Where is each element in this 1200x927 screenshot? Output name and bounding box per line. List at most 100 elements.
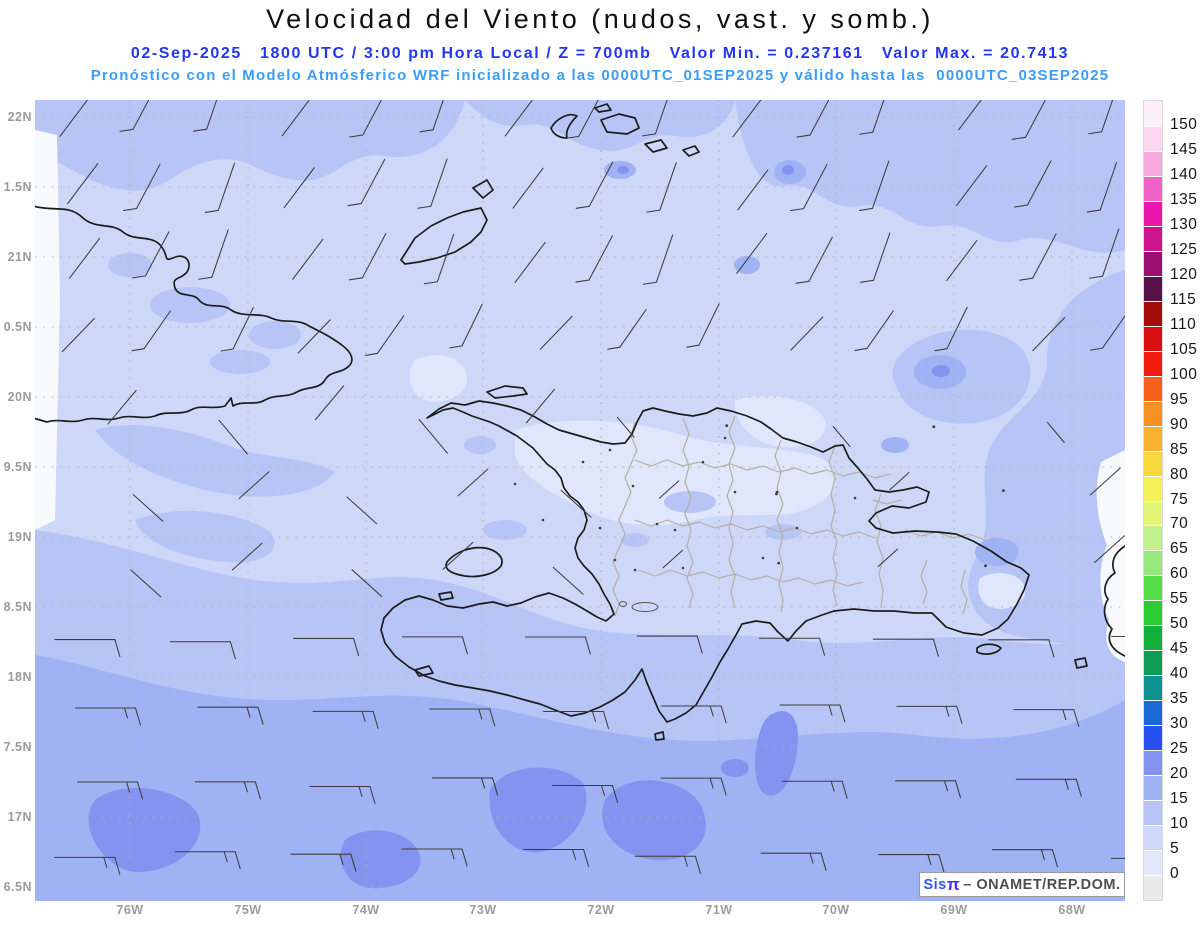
wind-barb [954, 780, 962, 799]
calm-dot [633, 568, 637, 572]
calm-dot [673, 528, 677, 532]
lat-label: 9.5N [3, 460, 32, 474]
province-border [726, 415, 736, 609]
colorbar-segment [1144, 200, 1162, 226]
watermark-onamet: – ONAMET/REP.DOM. [963, 876, 1121, 893]
wind-barb [539, 315, 573, 350]
calm-dot [608, 448, 612, 452]
wind-barb [1099, 162, 1117, 211]
wind-barb [234, 851, 241, 870]
calm-dot [655, 522, 659, 526]
colorbar-segment [1144, 450, 1162, 476]
wind-barb [143, 310, 171, 350]
wind-barb [616, 416, 635, 438]
wind-barb [238, 471, 270, 500]
province-border [634, 519, 876, 539]
wind-shading-patch [721, 759, 749, 777]
wind-barb [232, 307, 254, 350]
wind-barb [432, 100, 444, 131]
lon-label: 70W [822, 903, 850, 917]
wind-barb [698, 303, 720, 346]
wind-barb [436, 233, 455, 283]
wind-barb [584, 636, 591, 655]
wind-barb [809, 852, 814, 864]
colorbar-label: 100 [1170, 365, 1198, 383]
lake-outline [631, 602, 659, 612]
wind-barb [819, 637, 826, 656]
wind-barb [871, 160, 890, 209]
wind-barb [246, 706, 251, 718]
wind-barb [449, 345, 463, 349]
wind-barb [795, 280, 810, 284]
coastline [1074, 657, 1088, 669]
wind-barb [130, 569, 162, 598]
wind-barb [461, 636, 468, 655]
colorbar-segment [1144, 850, 1162, 876]
wind-barb [808, 236, 833, 282]
wind-barb [1013, 204, 1029, 208]
wind-barb [376, 315, 405, 354]
wind-barb [423, 281, 438, 285]
wind-barb [131, 275, 147, 279]
wind-shading-region [340, 830, 421, 889]
colorbar-segment [1144, 575, 1162, 601]
colorbar-label: 140 [1170, 165, 1198, 183]
province-border [682, 417, 694, 609]
colorbar-segment [1144, 375, 1162, 401]
colorbar-label: 0 [1170, 865, 1180, 883]
colorbar-segment [1144, 750, 1162, 776]
wind-barb [418, 418, 448, 454]
calm-dot [723, 436, 727, 440]
colorbar-label: 30 [1170, 715, 1189, 733]
wind-barb [607, 346, 621, 350]
lat-label: 0.5N [3, 320, 32, 334]
colorbar-segment [1144, 650, 1162, 676]
colorbar-label: 125 [1170, 240, 1198, 258]
wind-barb [588, 235, 613, 281]
wind-barb [1075, 778, 1082, 797]
wind-barb [732, 100, 762, 138]
wind-barb [349, 134, 364, 138]
wind-shading-patch [975, 538, 1019, 566]
wind-barb [612, 785, 619, 804]
colorbar-label: 65 [1170, 540, 1189, 558]
wind-barb [946, 306, 968, 350]
forecast-model-line: Pronóstico con el Modelo Atmósferico WRF… [90, 67, 1110, 84]
colorbar-segment [1144, 775, 1162, 801]
colorbar-label: 145 [1170, 140, 1198, 158]
calm-dot [701, 460, 705, 464]
wind-shading-region [755, 711, 798, 796]
colorbar-segment [1144, 550, 1162, 576]
wind-shading-patch [249, 321, 301, 349]
wind-barb [655, 234, 674, 283]
wind-shading-patch [150, 287, 230, 323]
wind-map-canvas [35, 100, 1125, 901]
wind-barb [350, 853, 357, 872]
wind-barb [193, 128, 208, 132]
wind-barb [360, 158, 386, 205]
wind-barb [69, 237, 101, 279]
wind-barb [223, 851, 228, 863]
wind-barb [832, 426, 851, 448]
wind-barb [619, 308, 647, 348]
lake-outline [619, 601, 627, 607]
coastline [682, 145, 700, 157]
coastline [550, 113, 578, 139]
wind-barb [353, 637, 360, 656]
watermark-box: Sis π – ONAMET/REP.DOM. [919, 872, 1125, 897]
wind-barb [601, 785, 606, 797]
wind-barb [442, 541, 474, 570]
wind-barb [1040, 849, 1045, 861]
coastline [445, 546, 503, 578]
province-border [920, 559, 928, 605]
wind-barb [790, 316, 824, 351]
calm-dot [733, 490, 737, 494]
colorbar-segment [1144, 725, 1162, 751]
wind-barbs-layer [54, 100, 1125, 875]
wind-barb [943, 780, 949, 792]
wind-barb [478, 708, 483, 720]
wind-barb [123, 207, 138, 211]
lon-label: 69W [940, 903, 968, 917]
wind-barb [206, 100, 218, 130]
coastline [414, 665, 434, 677]
